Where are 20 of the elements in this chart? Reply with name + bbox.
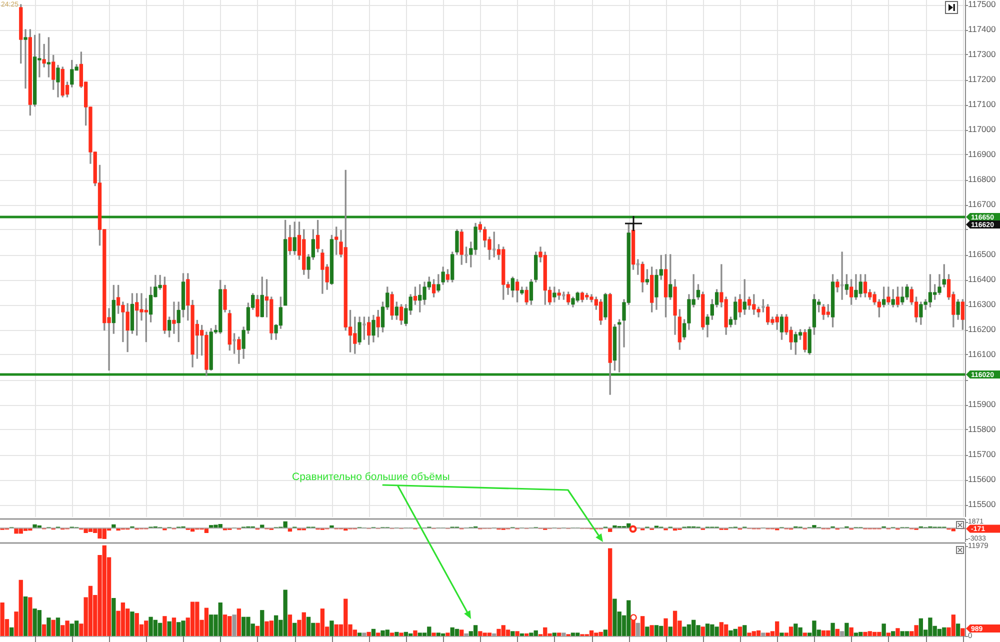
y-tick-label: 117300 [968,48,996,59]
y-tick-label: 115800 [968,424,996,434]
y-tick-label: 117000 [968,124,996,134]
y-tick-label: 116900 [968,148,996,159]
y-tick-label: 117100 [968,98,996,109]
y-tick-label: 115700 [968,448,996,459]
y-tick-label: 116700 [968,198,996,209]
y-tick-label: 116200 [968,324,996,334]
y-tick-label: 116400 [968,274,996,284]
y-tick-label: 115600 [968,474,996,484]
y-tick-label: 116100 [968,348,996,359]
annotation: Сравнительно большие объёмы [292,471,450,484]
y-tick-label: 117400 [968,24,996,34]
y-tick-label: 117200 [968,74,996,84]
y-tick-label: 116800 [968,174,996,184]
y-tick-label: 116500 [968,248,996,259]
y-tick-label: 115900 [968,398,996,409]
y-tick-label: 115500 [968,498,996,509]
y-tick-label: 117500 [968,0,996,9]
y-tick-label: 116300 [968,298,996,309]
